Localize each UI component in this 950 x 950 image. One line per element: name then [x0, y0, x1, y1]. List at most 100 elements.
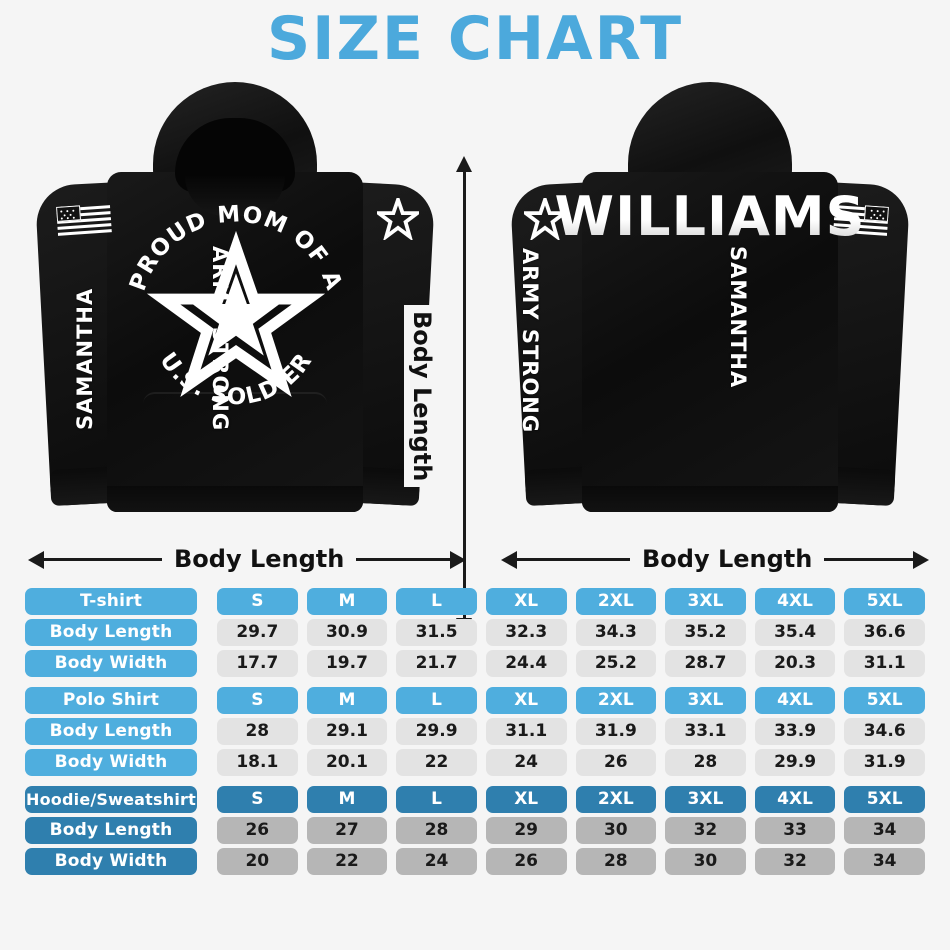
table-row: Body Width 18.1 20.1 22 24 26 28 29.9 31…	[25, 749, 925, 776]
kangaroo-pocket	[143, 392, 327, 478]
measurement-cell: 30	[575, 817, 657, 844]
torso-back	[582, 172, 838, 512]
measurement-cell: 19.7	[306, 650, 388, 677]
body-width-label-back: Body Length	[630, 545, 825, 573]
table-header-row: T-shirt S M L XL 2XL 3XL 4XL 5XL	[25, 588, 925, 615]
measurement-cell: 29.9	[754, 749, 836, 776]
measurement-cell: 31.9	[575, 718, 657, 745]
measurement-cell: 22	[306, 848, 388, 875]
table-name-hoodie-sweatshirt: Hoodie/Sweatshirt	[25, 786, 197, 813]
row-label: Body Width	[25, 848, 197, 875]
table-header-row: Polo Shirt S M L XL 2XL 3XL 4XL 5XL	[25, 687, 925, 714]
star-icon	[373, 193, 423, 242]
back-name-print: WILLIAMS	[510, 185, 910, 248]
measurement-cell: 20.1	[306, 749, 388, 776]
measurement-cell: 30	[665, 848, 746, 875]
left-sleeve-text: SAMANTHA	[73, 287, 97, 430]
measurement-cell: 35.2	[665, 619, 746, 646]
measurement-cell: 26	[217, 817, 298, 844]
measurement-cell: 18.1	[217, 749, 298, 776]
row-cells: 18.1 20.1 22 24 26 28 29.9 31.9	[217, 749, 925, 776]
row-cells: 28 29.1 29.9 31.1 31.9 33.1 33.9 34.6	[217, 718, 925, 745]
size-header: S	[217, 687, 298, 714]
measurement-cell: 20	[217, 848, 298, 875]
size-header: 2XL	[575, 786, 657, 813]
row-cells: 26 27 28 29 30 32 33 34	[217, 817, 925, 844]
measurement-cell: 24	[396, 848, 477, 875]
size-header-cells: S M L XL 2XL 3XL 4XL 5XL	[217, 687, 925, 714]
measurement-cell: 21.7	[396, 650, 477, 677]
measurement-cell: 26	[575, 749, 657, 776]
measurement-cell: 28	[396, 817, 477, 844]
size-header: XL	[485, 786, 567, 813]
left-sleeve-text-back: ARMY STRONG	[518, 248, 542, 434]
size-table-hoodie-sweatshirt: Hoodie/Sweatshirt S M L XL 2XL 3XL 4XL 5…	[0, 786, 950, 875]
row-cells: 17.7 19.7 21.7 24.4 25.2 28.7 20.3 31.1	[217, 650, 925, 677]
row-label: Body Length	[25, 718, 197, 745]
row-label: Body Width	[25, 749, 197, 776]
table-name-tshirt: T-shirt	[25, 588, 197, 615]
measurement-cell: 28	[665, 749, 746, 776]
table-name-polo-shirt: Polo Shirt	[25, 687, 197, 714]
size-tables: T-shirt S M L XL 2XL 3XL 4XL 5XL Body Le…	[0, 588, 950, 885]
row-label: Body Length	[25, 817, 197, 844]
table-row: Body Width 17.7 19.7 21.7 24.4 25.2 28.7…	[25, 650, 925, 677]
size-header: XL	[485, 687, 567, 714]
measurement-cell: 34.6	[844, 718, 925, 745]
measurement-cell: 32	[665, 817, 746, 844]
table-header-row: Hoodie/Sweatshirt S M L XL 2XL 3XL 4XL 5…	[25, 786, 925, 813]
measurement-cell: 32.3	[485, 619, 567, 646]
size-header: L	[396, 786, 477, 813]
measurement-cell: 33	[754, 817, 836, 844]
size-header: S	[217, 786, 298, 813]
measurement-cell: 20.3	[754, 650, 836, 677]
measurement-cell: 31.1	[844, 650, 925, 677]
measurement-cell: 34.3	[575, 619, 657, 646]
measurement-cell: 31.1	[485, 718, 567, 745]
size-header: 2XL	[575, 588, 657, 615]
measurement-cell: 28	[217, 718, 298, 745]
size-header: 2XL	[575, 687, 657, 714]
table-row: Body Length 28 29.1 29.9 31.1 31.9 33.1 …	[25, 718, 925, 745]
measurement-cell: 27	[306, 817, 388, 844]
table-row: Body Length 29.7 30.9 31.5 32.3 34.3 35.…	[25, 619, 925, 646]
star-icon	[520, 193, 570, 242]
measurement-cell: 35.4	[754, 619, 836, 646]
measurement-cell: 31.9	[844, 749, 925, 776]
garment-illustrations: SAMANTHA ARMY STRONG PROUD MOM OF A	[0, 80, 950, 634]
size-header-cells: S M L XL 2XL 3XL 4XL 5XL	[217, 588, 925, 615]
size-header-cells: S M L XL 2XL 3XL 4XL 5XL	[217, 786, 925, 813]
measurement-cell: 33.9	[754, 718, 836, 745]
right-sleeve-text-back: SAMANTHA	[725, 246, 750, 389]
measurement-cell: 34	[844, 817, 925, 844]
size-table-tshirt: T-shirt S M L XL 2XL 3XL 4XL 5XL Body Le…	[0, 588, 950, 677]
size-header: L	[396, 588, 477, 615]
measurement-cell: 17.7	[217, 650, 298, 677]
measurement-cell: 24.4	[485, 650, 567, 677]
body-length-label-vertical: Body Length	[404, 305, 440, 488]
chest-emblem: PROUD MOM OF A U.S. SOLDIER	[125, 200, 346, 418]
measurement-cell: 29.1	[306, 718, 388, 745]
row-cells: 29.7 30.9 31.5 32.3 34.3 35.2 35.4 36.6	[217, 619, 925, 646]
row-label: Body Length	[25, 619, 197, 646]
measurement-cell: 30.9	[306, 619, 388, 646]
row-label: Body Width	[25, 650, 197, 677]
measurement-cell: 22	[396, 749, 477, 776]
measurement-cell: 24	[485, 749, 567, 776]
measurement-cell: 25.2	[575, 650, 657, 677]
size-header: 5XL	[844, 687, 925, 714]
row-cells: 20 22 24 26 28 30 32 34	[217, 848, 925, 875]
body-width-label-front: Body Length	[162, 545, 357, 573]
measurement-cell: 29.9	[396, 718, 477, 745]
torso	[107, 172, 363, 512]
hoodie-back-view: ARMY STRONG SAMANTHA WILLIAMS	[509, 80, 911, 540]
measurement-cell: 28.7	[665, 650, 746, 677]
size-header: 3XL	[665, 588, 746, 615]
table-row: Body Length 26 27 28 29 30 32 33 34	[25, 817, 925, 844]
size-header: 3XL	[665, 687, 746, 714]
size-header: XL	[485, 588, 567, 615]
size-header: M	[306, 687, 388, 714]
measurement-cell: 34	[844, 848, 925, 875]
size-header: 3XL	[665, 786, 746, 813]
